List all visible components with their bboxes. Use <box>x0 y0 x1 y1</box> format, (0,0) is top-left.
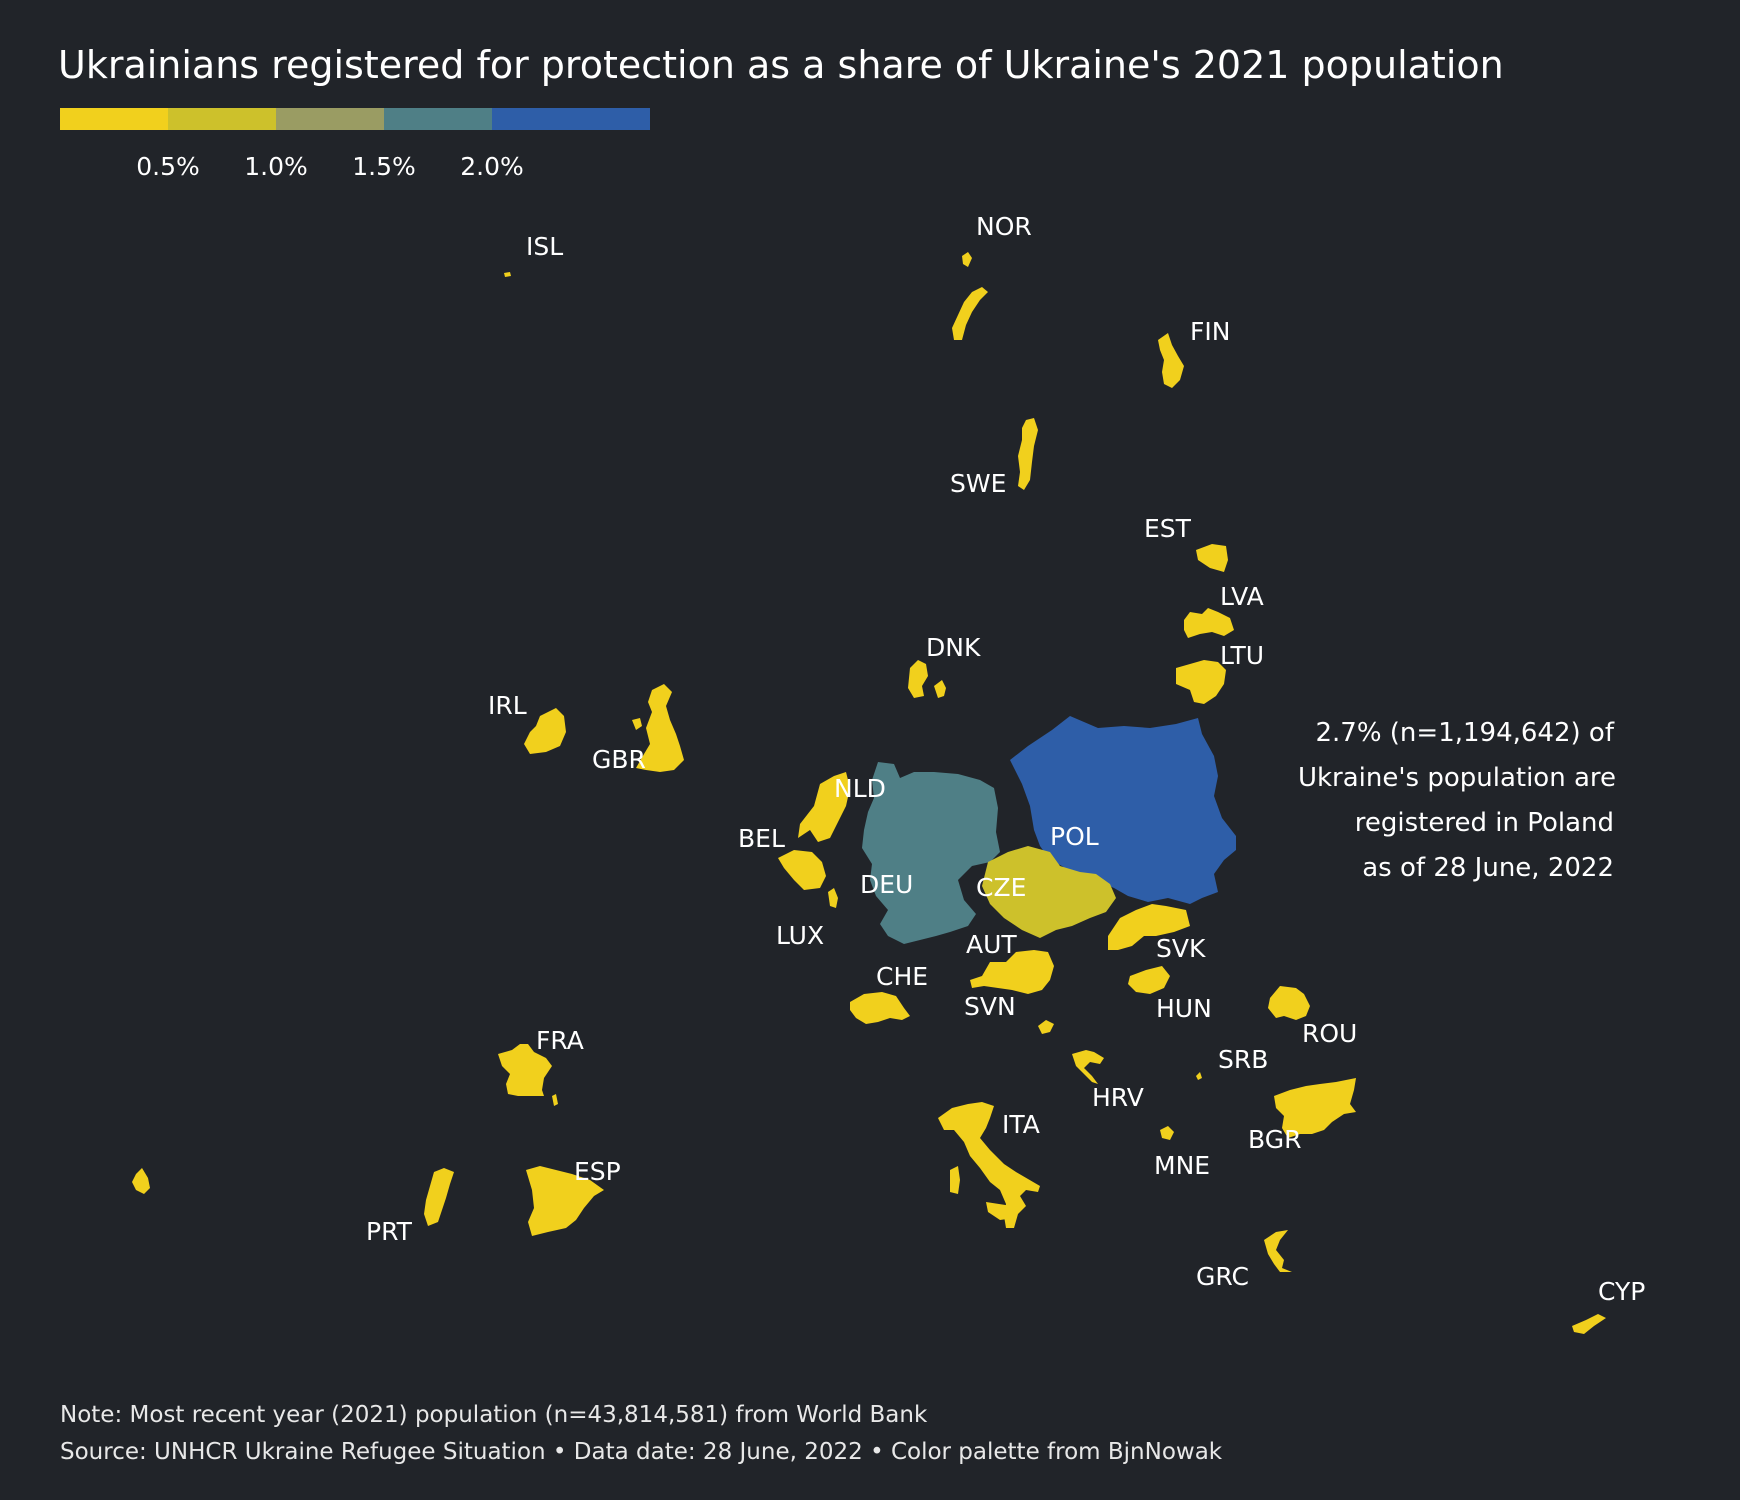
legend-tick-1-0: 1.0% <box>244 152 308 181</box>
label-lux: LUX <box>776 921 824 950</box>
country-fra <box>498 1044 552 1096</box>
label-fra: FRA <box>536 1026 584 1055</box>
country-grc <box>1264 1230 1292 1272</box>
country-fra-corsica <box>552 1094 558 1106</box>
map-title: Ukrainians registered for protection as … <box>58 43 1504 87</box>
country-gbr-ni <box>632 718 642 730</box>
label-hun: HUN <box>1156 994 1212 1023</box>
label-svk: SVK <box>1156 934 1206 963</box>
legend-tick-1-5: 1.5% <box>352 152 416 181</box>
label-swe: SWE <box>950 469 1006 498</box>
annotation-line-2: Ukraine's population are <box>1298 763 1616 793</box>
legend-tick-2-0: 2.0% <box>460 152 524 181</box>
legend-swatch-5 <box>492 108 650 130</box>
label-nor: NOR <box>976 212 1032 241</box>
country-ita-sicily <box>986 1202 1014 1220</box>
country-bel <box>778 850 826 890</box>
label-prt: PRT <box>366 1217 413 1246</box>
country-pol <box>1010 716 1236 904</box>
label-est: EST <box>1144 514 1192 543</box>
label-rou: ROU <box>1302 1019 1357 1048</box>
legend-swatch-1 <box>60 108 168 130</box>
country-lva <box>1184 608 1234 638</box>
label-esp: ESP <box>574 1157 621 1186</box>
country-est <box>1196 544 1228 572</box>
country-mne <box>1160 1126 1174 1140</box>
country-labels: ISL NOR FIN SWE EST LVA LTU DNK IRL GBR … <box>366 212 1645 1306</box>
country-dnk <box>908 660 928 698</box>
legend: 0.5% 1.0% 1.5% 2.0% <box>60 108 650 181</box>
country-esp <box>526 1166 604 1236</box>
label-gbr: GBR <box>592 745 646 774</box>
annotation-line-4: as of 28 June, 2022 <box>1362 853 1614 883</box>
country-bgr <box>1274 1078 1356 1138</box>
label-bel: BEL <box>738 824 785 853</box>
label-deu: DEU <box>860 870 913 899</box>
country-hun <box>1128 966 1170 994</box>
label-aut: AUT <box>966 930 1017 959</box>
label-hrv: HRV <box>1092 1083 1144 1112</box>
country-aut <box>970 950 1054 994</box>
label-svn: SVN <box>964 992 1016 1021</box>
country-ita <box>938 1102 1040 1228</box>
legend-swatch-2 <box>168 108 276 130</box>
country-nld <box>798 772 850 842</box>
label-nld: NLD <box>834 774 886 803</box>
legend-swatch-4 <box>384 108 492 130</box>
country-lux <box>828 888 838 908</box>
label-fin: FIN <box>1190 317 1230 346</box>
label-srb: SRB <box>1218 1045 1268 1074</box>
country-ltu <box>1176 660 1226 704</box>
country-esp-island <box>132 1168 150 1194</box>
country-prt <box>424 1168 454 1226</box>
country-gbr <box>636 684 684 772</box>
label-bgr: BGR <box>1248 1125 1301 1154</box>
country-dnk-isl <box>934 680 946 698</box>
poland-annotation: 2.7% (n=1,194,642) of Ukraine's populati… <box>1298 718 1616 883</box>
label-lva: LVA <box>1220 582 1264 611</box>
footer-source: Source: UNHCR Ukraine Refugee Situation … <box>60 1439 1223 1465</box>
country-deu <box>862 762 1000 944</box>
label-grc: GRC <box>1196 1262 1249 1291</box>
country-svn <box>1038 1020 1054 1034</box>
label-ltu: LTU <box>1220 641 1264 670</box>
country-srb <box>1196 1072 1202 1080</box>
legend-swatch-3 <box>276 108 384 130</box>
label-ita: ITA <box>1002 1110 1040 1139</box>
country-nor <box>952 287 988 340</box>
country-rou <box>1268 986 1310 1020</box>
country-hrv <box>1072 1050 1104 1084</box>
country-cyp <box>1572 1314 1606 1334</box>
label-isl: ISL <box>526 232 563 261</box>
country-irl <box>524 708 566 754</box>
footer-note: Note: Most recent year (2021) population… <box>60 1402 928 1428</box>
country-svk <box>1108 904 1190 950</box>
annotation-line-3: registered in Poland <box>1355 808 1614 838</box>
country-shapes <box>132 252 1606 1334</box>
label-dnk: DNK <box>926 633 981 662</box>
label-pol: POL <box>1050 822 1099 851</box>
country-swe <box>1018 418 1038 490</box>
label-che: CHE <box>876 962 928 991</box>
label-cze: CZE <box>976 873 1026 902</box>
country-isl <box>504 272 511 277</box>
legend-tick-0-5: 0.5% <box>136 152 200 181</box>
country-fin <box>1158 333 1184 388</box>
label-mne: MNE <box>1154 1151 1210 1180</box>
label-irl: IRL <box>488 691 527 720</box>
label-cyp: CYP <box>1598 1277 1645 1306</box>
country-nor-north <box>962 252 972 267</box>
country-che <box>850 992 910 1024</box>
country-cze <box>982 846 1116 938</box>
country-ita-sardinia <box>950 1166 960 1194</box>
annotation-line-1: 2.7% (n=1,194,642) of <box>1315 718 1614 748</box>
